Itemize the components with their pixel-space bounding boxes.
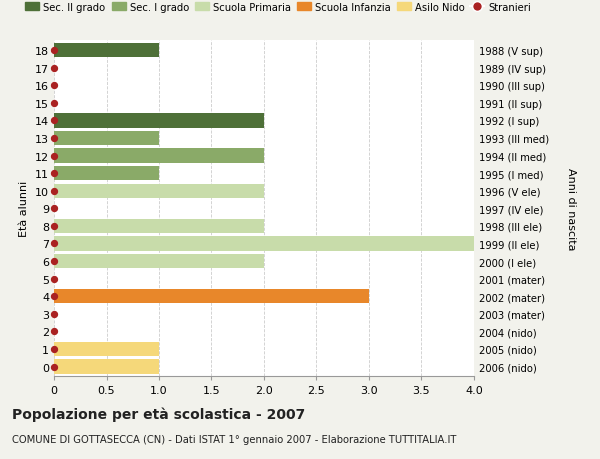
Point [49, 118, 59, 125]
Bar [54, 289, 369, 304]
Legend: Sec. II grado, Sec. I grado, Scuola Primaria, Scuola Infanzia, Asilo Nido, Stran: Sec. II grado, Sec. I grado, Scuola Prim… [25, 3, 531, 13]
Bar [54, 342, 159, 356]
Point [49, 328, 59, 336]
Text: Popolazione per età scolastica - 2007: Popolazione per età scolastica - 2007 [12, 406, 305, 421]
Point [49, 205, 59, 213]
Point [49, 152, 59, 160]
Bar [54, 184, 264, 198]
Bar [54, 44, 159, 58]
Text: COMUNE DI GOTTASECCA (CN) - Dati ISTAT 1° gennaio 2007 - Elaborazione TUTTITALIA: COMUNE DI GOTTASECCA (CN) - Dati ISTAT 1… [12, 434, 457, 444]
Point [49, 188, 59, 195]
Bar [54, 131, 159, 146]
Point [49, 47, 59, 55]
Bar [54, 149, 264, 163]
Point [49, 65, 59, 72]
Point [49, 293, 59, 300]
Point [49, 170, 59, 178]
Point [49, 310, 59, 318]
Y-axis label: Anni di nascita: Anni di nascita [566, 168, 575, 250]
Point [49, 240, 59, 247]
Point [49, 223, 59, 230]
Bar [54, 359, 159, 374]
Point [49, 100, 59, 107]
Bar [54, 219, 264, 234]
Point [49, 363, 59, 370]
Bar [54, 254, 264, 269]
Point [49, 275, 59, 283]
Bar [54, 237, 474, 251]
Point [49, 135, 59, 142]
Point [49, 346, 59, 353]
Point [49, 82, 59, 90]
Bar [54, 114, 264, 129]
Point [49, 258, 59, 265]
Y-axis label: Età alunni: Età alunni [19, 181, 29, 237]
Bar [54, 167, 159, 181]
